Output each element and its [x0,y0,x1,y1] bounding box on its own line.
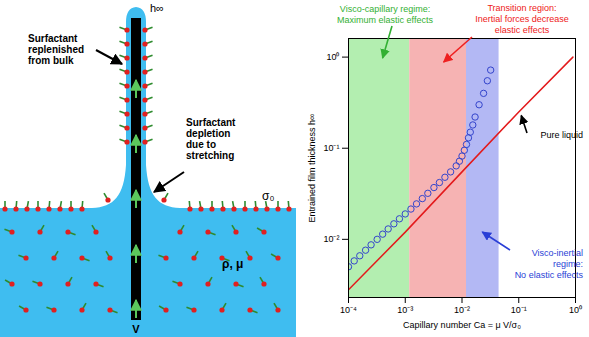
svg-text:h∞: h∞ [150,2,164,14]
svg-text:Entrained film thickness h∞: Entrained film thickness h∞ [307,114,317,223]
svg-text:ρ, μ: ρ, μ [222,257,243,271]
html-text:Pure liquid: Pure liquid [540,130,583,140]
svg-text:10⁻²: 10⁻² [454,305,470,315]
html-text:Visco-inertial regime: No elas: Visco-inertial regime: No elastic effect… [514,248,583,280]
svg-text:V: V [132,323,140,335]
svg-text:σ₀: σ₀ [262,189,274,203]
svg-text:Surfactantreplenishedfrom bulk: Surfactantreplenishedfrom bulk [28,33,84,66]
svg-text:Capillary number Ca = μ V/σ₀: Capillary number Ca = μ V/σ₀ [403,320,521,330]
svg-text:10⁻¹: 10⁻¹ [323,143,339,153]
svg-text:10⁰: 10⁰ [569,305,582,315]
svg-text:Surfactantdepletiondue tostret: Surfactantdepletiondue tostretching [186,117,236,161]
svg-text:10⁰: 10⁰ [326,52,339,62]
svg-text:10⁻¹: 10⁻¹ [511,305,527,315]
svg-text:10⁻⁴: 10⁻⁴ [340,305,357,315]
html-text:Transition region: Inertial fo: Transition region: Inertial forces decre… [475,3,569,35]
svg-text:10⁻²: 10⁻² [323,234,339,244]
svg-text:10⁻³: 10⁻³ [397,305,413,315]
html-text:Visco-capillary regime: Maximu: Visco-capillary regime: Maximum elastic … [337,4,433,25]
